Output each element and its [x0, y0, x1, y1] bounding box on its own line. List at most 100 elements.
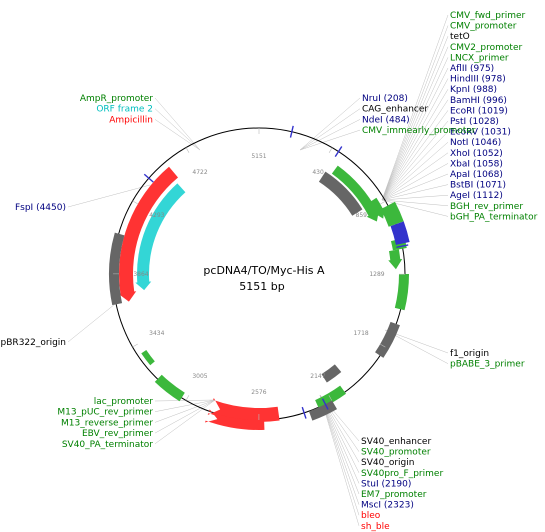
sv40-promoter-arc	[315, 385, 346, 410]
plasmid-size: 5151 bp	[239, 280, 284, 293]
tick-label: 1718	[353, 330, 368, 337]
leader-line	[154, 399, 216, 423]
feature-arcs	[109, 125, 410, 430]
tick-mark	[185, 147, 190, 153]
leader-line	[299, 119, 361, 151]
sv40-pa-terminator-arc	[154, 374, 185, 402]
label-labels_bottom_right-5: EM7_promoter	[361, 490, 427, 500]
label-label_pbr: pBR322_origin	[1, 338, 66, 348]
leader-line	[381, 120, 449, 201]
cmv-fwd-primer-arc	[369, 197, 385, 219]
ampicillin-arc	[118, 166, 179, 302]
label-labels_top_right-19: bGH_PA_terminator	[450, 212, 538, 222]
label-labels_top_mid-0: NruI (208)	[362, 94, 408, 104]
f1-origin-arc	[375, 321, 400, 358]
tick-mark	[132, 200, 138, 205]
label-labels_bottom_left-1: M13_pUC_rev_primer	[57, 408, 153, 418]
label-labels_top_left-0: AmpR_promoter	[80, 94, 153, 104]
label-labels_top_right-18: BGH_rev_primer	[450, 202, 523, 212]
orf-frame-2-arc	[135, 183, 186, 291]
label-label_fspi: FspI (4450)	[15, 203, 66, 213]
leader-line	[154, 399, 216, 412]
label-labels_top_left-1: ORF frame 2	[96, 105, 153, 115]
label-labels_top_right-1: CMV_promoter	[450, 22, 517, 32]
label-labels_top_right-16: BstBI (1071)	[450, 181, 506, 191]
leader-line	[381, 89, 449, 201]
tick-mark	[380, 343, 386, 348]
leader-line	[299, 97, 361, 151]
leader-line	[381, 184, 449, 201]
leader-line	[381, 152, 449, 201]
msci-site	[301, 406, 307, 419]
sv40-enhancer-arc	[308, 400, 337, 421]
leader-line	[381, 46, 449, 201]
label-labels_top_mid-3: CMV_immearly_promoter	[362, 126, 476, 136]
leader-line	[381, 36, 449, 201]
label-labels_top_left-2: Ampicillin	[109, 115, 153, 125]
fspi-site	[143, 173, 154, 183]
nrui-site	[289, 125, 294, 138]
leader-line	[299, 129, 361, 151]
label-labels_bottom_right-2: SV40_origin	[361, 458, 414, 468]
cag-enhancer-arc	[318, 171, 363, 216]
label-labels_top_right-3: CMV2_promoter	[450, 43, 522, 53]
tick-label: 430	[312, 169, 324, 176]
lac-promoter-arc	[141, 350, 155, 366]
label-labels_bottom_right-4: StuI (2190)	[361, 479, 411, 489]
leader-line	[154, 399, 216, 434]
stui-site	[321, 398, 329, 410]
pbr322-origin-arc	[109, 232, 125, 306]
leader-line	[381, 142, 449, 201]
leader-line	[381, 78, 449, 201]
tick-label: 3434	[149, 330, 164, 337]
leader-line	[381, 57, 449, 201]
tick-label: 2576	[251, 389, 266, 396]
tick-label: 1289	[369, 271, 384, 278]
label-labels_top_right-0: CMV_fwd_primer	[450, 11, 526, 21]
label-labels_top_mid-1: CAG_enhancer	[362, 105, 428, 115]
label-labels_bottom_left-3: EBV_rev_primer	[82, 429, 153, 439]
label-labels_top_right-4: LNCX_primer	[450, 53, 509, 63]
leader-line	[154, 399, 216, 402]
leader-line	[381, 67, 449, 201]
leader-line	[154, 119, 201, 151]
label-labels_top_right-13: XhoI (1052)	[450, 149, 503, 159]
leader-line	[67, 299, 121, 343]
leader-line	[381, 25, 449, 201]
label-labels_right_mid-0: f1_origin	[450, 349, 489, 359]
label-labels_bottom_right-1: SV40_promoter	[361, 448, 431, 458]
tick-mark	[185, 395, 190, 401]
feature-labels: CMV_fwd_primerCMV_promotertetOCMV2_promo…	[1, 11, 538, 532]
label-labels_top_right-7: KpnI (988)	[450, 85, 497, 95]
leader-line	[381, 199, 449, 217]
label-labels_top_right-10: PstI (1028)	[450, 117, 499, 127]
label-labels_bottom_left-4: SV40_PA_terminator	[62, 440, 153, 450]
tick-label: 2147	[310, 373, 325, 380]
label-labels_bottom_right-3: SV40pro_F_primer	[361, 469, 443, 479]
tick-mark	[328, 395, 333, 401]
sv40-origin-arc	[321, 364, 342, 383]
leader-line	[319, 394, 360, 516]
label-labels_top_right-17: AgeI (1112)	[450, 191, 503, 201]
tick-mark	[328, 147, 333, 153]
label-labels_top_right-9: EcoRI (1019)	[450, 106, 508, 116]
bleo-arc	[204, 409, 265, 430]
leader-line	[381, 199, 449, 207]
label-labels_bottom_left-2: M13_reverse_primer	[61, 418, 153, 428]
leader-line	[381, 131, 449, 201]
tick-label: 4722	[192, 169, 207, 176]
label-labels_bottom_right-7: bleo	[361, 511, 381, 521]
label-labels_top_right-11: EcoRV (1031)	[450, 128, 511, 138]
label-labels_top_right-5: AflII (975)	[450, 64, 494, 74]
cmv2-promoter-arc	[380, 201, 404, 227]
label-labels_bottom_left-0: lac_promoter	[94, 397, 154, 407]
leader-line	[381, 173, 449, 201]
neo-region-arc	[394, 274, 409, 311]
label-labels_top_right-8: BamHI (996)	[450, 96, 507, 106]
leader-line	[154, 399, 216, 445]
leader-line	[381, 14, 449, 201]
label-labels_top_right-2: tetO	[450, 32, 470, 42]
label-labels_top_right-12: NotI (1046)	[450, 138, 501, 148]
label-labels_top_mid-2: NdeI (484)	[362, 115, 410, 125]
tick-label: 4293	[149, 212, 164, 219]
